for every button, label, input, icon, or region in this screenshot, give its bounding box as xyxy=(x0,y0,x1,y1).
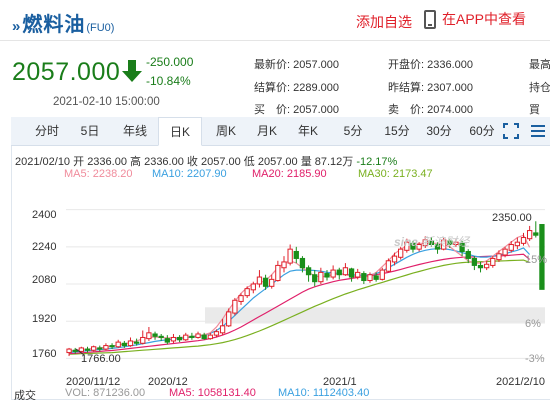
ohlc-vol: 87.12万 xyxy=(314,156,354,168)
vol-ma5-legend: MA5: 1058131.40 xyxy=(169,387,256,399)
vol-title: 成交 xyxy=(14,390,36,400)
quote-value: 2289.000 xyxy=(293,82,340,94)
ma10-legend: MA10: 2207.90 xyxy=(152,168,227,180)
period-tabs xyxy=(11,117,550,146)
quote-ask: 卖 价: 2074.000 xyxy=(388,101,473,117)
price-change: -250.000 xyxy=(146,55,194,69)
tab-60min[interactable]: 60分 xyxy=(469,124,495,138)
watermark: sina 新浪财经 xyxy=(394,235,470,249)
max-price-label: 2350.00 xyxy=(492,212,532,224)
quote-value: 2336.000 xyxy=(427,59,474,71)
ohlc-date: 2021/02/10 xyxy=(15,156,71,168)
quote-label: 结算价: xyxy=(254,82,291,94)
ohlc-open-label: 开 xyxy=(73,156,85,168)
x-tick-label: 2020/11/12 xyxy=(66,376,121,388)
tab-15min[interactable]: 15分 xyxy=(384,124,410,138)
quote-value: 2057.000 xyxy=(293,59,340,71)
tab-intraday[interactable]: 分时 xyxy=(34,124,59,138)
x-tick-label: 2021/2/10 xyxy=(496,376,545,388)
current-price: 2057.000 xyxy=(12,58,121,86)
add-watchlist-button[interactable]: 添加自选 xyxy=(356,14,412,30)
quote-time: 2021-02-10 15:00:00 xyxy=(53,96,160,108)
header-divider xyxy=(0,40,550,41)
page-title: 燃料油 xyxy=(22,14,86,36)
tab-year-line[interactable]: 年线 xyxy=(122,124,147,138)
double-chevron-icon: » xyxy=(12,18,21,35)
watermark-text: 新浪财经 xyxy=(421,235,470,249)
quote-open-interest: 持仓 xyxy=(529,79,550,95)
quote-label: 昨结算: xyxy=(388,82,425,94)
quote-label: 买 价: xyxy=(254,104,291,116)
ma20-legend: MA20: 2185.90 xyxy=(252,168,327,180)
vol-legend: VOL: 871236.00 xyxy=(65,387,146,399)
right-pct-label: 6% xyxy=(525,318,541,330)
tab-weekly-k[interactable]: 周K xyxy=(215,124,236,138)
right-pct-label: 15% xyxy=(525,254,548,266)
tab-5min[interactable]: 5分 xyxy=(343,124,363,138)
quote-label: 卖 价: xyxy=(388,104,425,116)
ohlc-pct: -12.17% xyxy=(356,156,398,168)
price-change-pct: -10.84% xyxy=(146,74,191,88)
contract-code: (FU0) xyxy=(86,22,115,34)
title-group: » 燃料油 (FU0) xyxy=(12,8,114,37)
min-price-label: 1766.00 xyxy=(81,353,121,365)
ohlc-open: 2336.00 xyxy=(87,156,127,168)
x-tick-label: 2020/12 xyxy=(148,376,188,388)
quote-settle: 结算价: 2289.000 xyxy=(254,79,339,95)
quote-label: 持仓 xyxy=(529,82,550,94)
quote-label: 开盘价: xyxy=(388,59,425,71)
ohlc-low-label: 低 xyxy=(243,156,255,168)
phone-icon xyxy=(424,9,436,29)
right-pct-label: -3% xyxy=(525,353,545,365)
tab-30min[interactable]: 30分 xyxy=(426,124,452,138)
tab-yearly-k[interactable]: 年K xyxy=(297,124,318,138)
quote-open: 开盘价: 2336.000 xyxy=(388,56,473,72)
quote-prev-settle: 昨结算: 2307.000 xyxy=(388,79,473,95)
quote-value: 買 xyxy=(529,104,540,116)
header: » 燃料油 (FU0) 添加自选 在APP中查看 xyxy=(0,0,550,38)
quote-bid-vol: 買 xyxy=(529,101,540,117)
quote-latest: 最新价: 2057.000 xyxy=(254,56,339,72)
down-arrow-icon xyxy=(122,60,142,82)
view-in-app-label: 在APP中查看 xyxy=(442,11,527,27)
quote-value: 2074.000 xyxy=(427,104,474,116)
ohlc-close-label: 收 xyxy=(186,156,198,168)
quote-label: 最高 xyxy=(529,59,550,71)
x-tick-label: 2021/1 xyxy=(323,376,357,388)
y-tick-label: 2080 xyxy=(32,274,57,286)
ohlc-high: 2336.00 xyxy=(144,156,184,168)
vol-ma10-legend: MA10: 1112403.40 xyxy=(278,387,370,399)
y-tick-label: 2400 xyxy=(32,209,57,221)
tab-daily-k[interactable]: 日K xyxy=(158,117,202,146)
fullscreen-icon[interactable] xyxy=(503,123,519,139)
ma5-legend: MA5: 2238.20 xyxy=(64,168,133,180)
quote-high: 最高 xyxy=(529,56,550,72)
tab-monthly-k[interactable]: 月K xyxy=(256,124,277,138)
tab-5day[interactable]: 5日 xyxy=(80,124,100,138)
view-in-app-button[interactable]: 在APP中查看 xyxy=(424,9,526,29)
ohlc-close: 2057.00 xyxy=(200,156,241,168)
ma30-legend: MA30: 2173.47 xyxy=(358,168,433,180)
quote-value: 2307.000 xyxy=(427,82,474,94)
y-tick-label: 1760 xyxy=(32,348,57,360)
ohlc-high-label: 高 xyxy=(130,156,142,168)
y-tick-label: 1920 xyxy=(32,313,57,325)
y-tick-label: 2240 xyxy=(32,241,57,253)
quote-value: 2057.000 xyxy=(293,104,340,116)
ohlc-vol-label: 量 xyxy=(300,156,312,168)
quote-bid: 买 价: 2057.000 xyxy=(254,101,339,117)
quote-label: 最新价: xyxy=(254,59,291,71)
ohlc-low: 2057.00 xyxy=(257,156,298,168)
menu-icon[interactable] xyxy=(530,124,546,138)
ohlc-summary: 2021/02/10 开 2336.00 高 2336.00 收 2057.00… xyxy=(15,153,397,169)
